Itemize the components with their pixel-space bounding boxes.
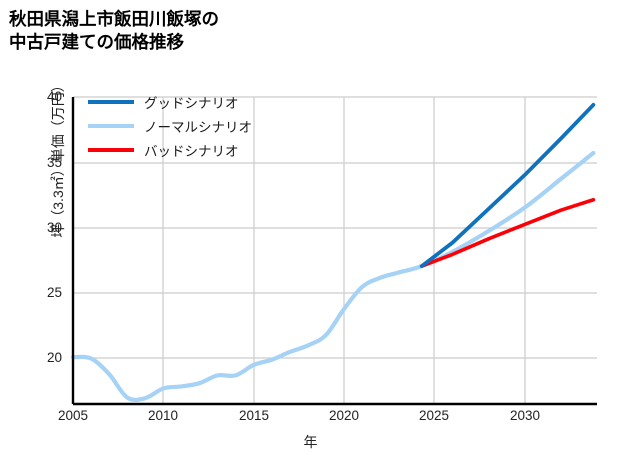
y-tick-35: 35 xyxy=(46,155,62,170)
title-line-1: 秋田県潟上市飯田川飯塚の xyxy=(9,9,219,29)
line-bad-scenario xyxy=(419,197,596,268)
legend-item-normal: ノーマルシナリオ xyxy=(88,114,288,138)
title-line-2: 中古戸建ての価格推移 xyxy=(9,31,184,52)
x-tick-2030: 2030 xyxy=(509,408,541,423)
x-tick-2005: 2005 xyxy=(57,408,89,423)
chart-legend: グッドシナリオ ノーマルシナリオ バッドシナリオ xyxy=(88,90,288,162)
y-axis-label: 坪（3.3㎡）単価（万円） xyxy=(50,78,66,238)
legend-item-bad: バッドシナリオ xyxy=(88,138,288,162)
line-good-scenario xyxy=(419,102,596,269)
line-normal-scenario xyxy=(70,150,596,402)
x-tick-2015: 2015 xyxy=(238,408,270,423)
y-tick-40: 40 xyxy=(46,89,62,104)
legend-swatch-good xyxy=(88,100,134,104)
y-tick-20: 20 xyxy=(46,350,62,365)
y-tick-25: 25 xyxy=(46,285,62,300)
plot-background xyxy=(73,97,597,404)
legend-label-normal: ノーマルシナリオ xyxy=(144,120,252,135)
legend-label-good: グッドシナリオ xyxy=(144,96,239,111)
series-paths xyxy=(70,102,596,402)
page-title: 秋田県潟上市飯田川飯塚の 中古戸建ての価格推移 xyxy=(9,8,479,54)
x-tick-2010: 2010 xyxy=(147,408,179,423)
x-tick-2025: 2025 xyxy=(418,408,450,423)
x-tick-2020: 2020 xyxy=(328,408,360,423)
gridlines-horizontal xyxy=(73,96,597,359)
y-tick-30: 30 xyxy=(46,220,62,235)
legend-swatch-bad xyxy=(88,148,134,152)
axis-spines xyxy=(71,97,597,406)
legend-item-good: グッドシナリオ xyxy=(88,90,288,114)
x-axis-label: 年 xyxy=(303,434,318,450)
legend-swatch-normal xyxy=(88,124,134,128)
legend-label-bad: バッドシナリオ xyxy=(144,144,239,159)
